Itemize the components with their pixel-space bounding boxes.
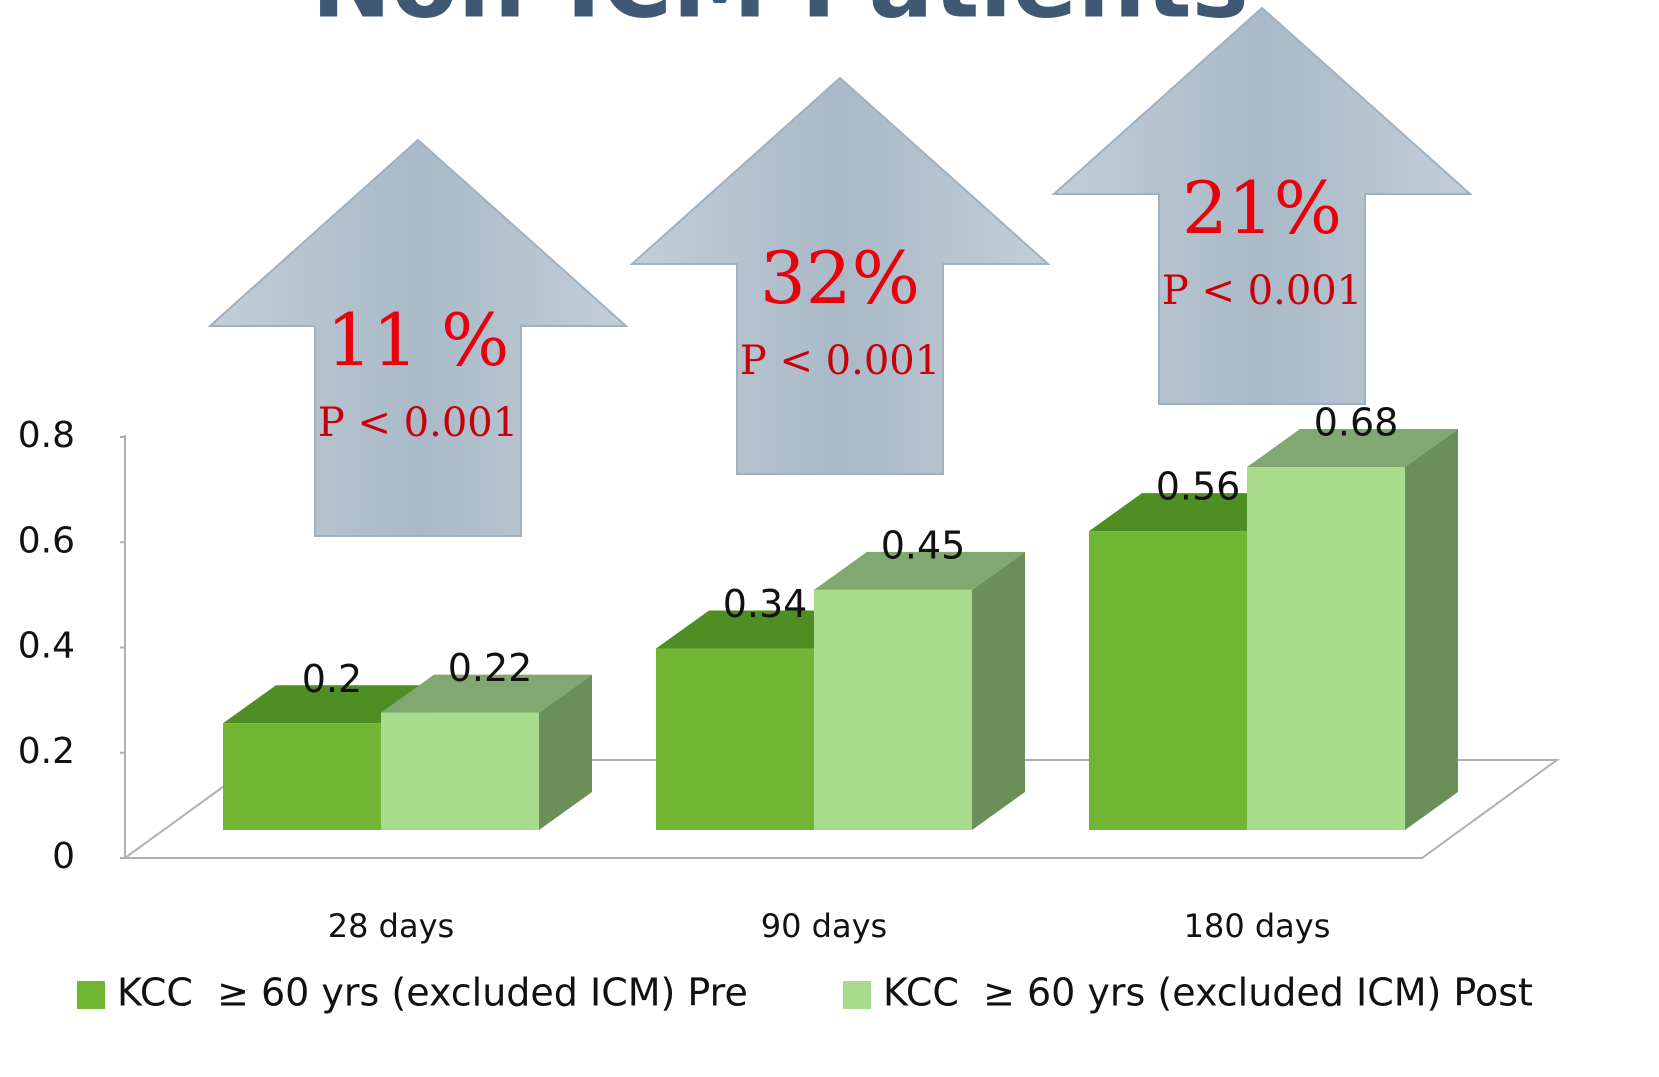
y-tick-label: 0.6 xyxy=(18,520,75,561)
data-label: 0.22 xyxy=(448,646,533,690)
annotation-change: 21% xyxy=(1182,166,1342,250)
annotation-pvalue: P < 0.001 xyxy=(740,338,940,384)
bar xyxy=(814,551,1025,830)
data-label: 0.34 xyxy=(723,582,808,626)
annotation-change: 11 % xyxy=(327,298,510,382)
y-tick-label: 0.2 xyxy=(18,731,75,772)
bar-side xyxy=(972,551,1025,830)
arrow xyxy=(207,138,629,537)
data-label: 0.2 xyxy=(302,657,362,701)
data-label: 0.45 xyxy=(881,523,966,567)
bar-side xyxy=(1405,429,1458,830)
bar-top xyxy=(814,551,1025,590)
bar-front xyxy=(814,589,972,830)
data-label: 0.56 xyxy=(1156,465,1241,509)
bar-top xyxy=(1247,429,1458,468)
bar-front xyxy=(223,723,381,830)
bar xyxy=(381,674,592,830)
y-tick-label: 0 xyxy=(52,836,75,877)
legend-label: KCC ≥ 60 yrs (excluded ICM) Pre xyxy=(117,971,748,1015)
legend-swatch xyxy=(843,981,871,1009)
bar xyxy=(1247,429,1458,830)
legend-swatch xyxy=(77,981,105,1009)
bar-front xyxy=(656,648,814,830)
legend-label: KCC ≥ 60 yrs (excluded ICM) Post xyxy=(883,971,1533,1015)
x-tick-label: 180 days xyxy=(1184,907,1331,945)
arrow xyxy=(1051,6,1473,405)
annotation-pvalue: P < 0.001 xyxy=(1162,268,1362,314)
y-tick-label: 0.4 xyxy=(18,626,75,667)
annotation-change: 32% xyxy=(760,236,920,320)
arrow xyxy=(629,76,1051,475)
bar-side xyxy=(539,674,592,830)
y-tick-label: 0.8 xyxy=(18,415,75,456)
x-tick-label: 90 days xyxy=(761,907,887,945)
bar-front xyxy=(1089,531,1247,830)
annotation-pvalue: P < 0.001 xyxy=(318,400,518,446)
bar-front xyxy=(1247,467,1405,830)
bar-front xyxy=(381,712,539,830)
data-label: 0.68 xyxy=(1314,401,1399,445)
x-tick-label: 28 days xyxy=(328,907,454,945)
bar-top xyxy=(381,674,592,713)
chart-title: Non-ICM Patients xyxy=(311,0,1248,39)
